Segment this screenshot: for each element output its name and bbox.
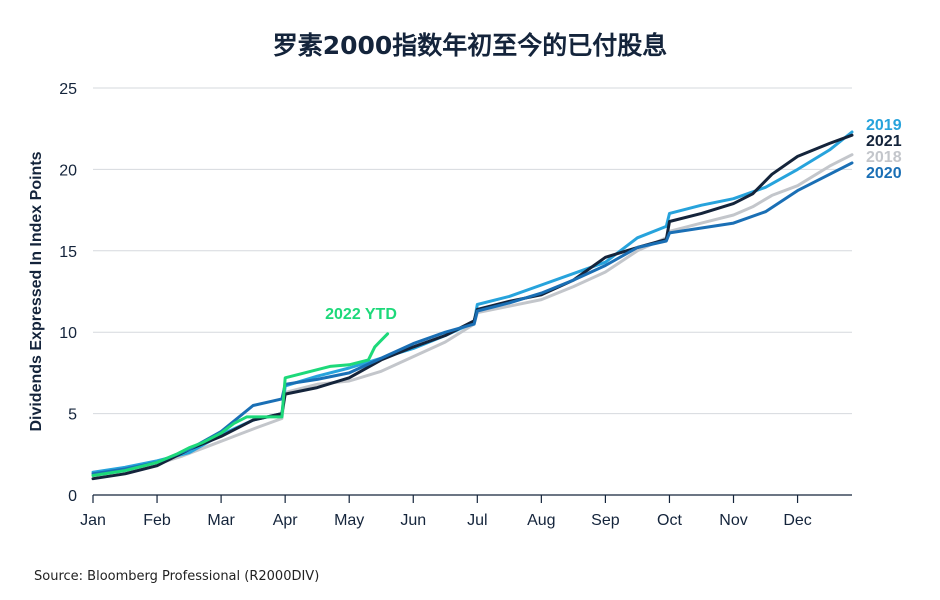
series-line-2019 — [91, 130, 854, 474]
x-tick-label: Sep — [591, 512, 620, 529]
x-tick-label: Jun — [400, 512, 426, 529]
chart-title: 罗素2000指数年初至今的已付股息 — [272, 31, 668, 60]
series-line-2022-ytd — [91, 332, 390, 477]
series-line-2021 — [91, 133, 854, 481]
y-tick-label: 20 — [59, 162, 77, 179]
series-label-2020: 2020 — [866, 165, 902, 182]
series-label-2022-ytd: 2022 YTD — [325, 306, 397, 323]
y-tick-label: 0 — [68, 488, 77, 505]
x-tick-label: Nov — [719, 512, 747, 529]
series-label-2018: 2018 — [866, 149, 902, 166]
y-axis-title: Dividends Expressed In Index Points — [28, 151, 45, 431]
series-label-2019: 2019 — [866, 117, 902, 134]
x-tick-label: Aug — [527, 512, 555, 529]
source-note: Source: Bloomberg Professional (R2000DIV… — [34, 569, 320, 584]
series-line-2020 — [91, 161, 854, 476]
series-label-2021: 2021 — [866, 133, 902, 150]
y-tick-label: 25 — [59, 81, 77, 98]
y-tick-label: 15 — [59, 244, 77, 261]
x-tick-label: Jan — [80, 512, 106, 529]
series-lines — [91, 130, 854, 481]
x-tick-label: Dec — [783, 512, 811, 529]
x-tick-label: Apr — [273, 512, 299, 529]
x-tick-label: Jul — [467, 512, 487, 529]
x-axis-ticks: Jan Feb Mar Apr May Jun Jul Aug Sep Oct Nov Dec — [80, 495, 812, 529]
grid-lines — [93, 87, 852, 415]
x-tick-label: Mar — [207, 512, 235, 529]
y-tick-label: 10 — [59, 325, 77, 342]
x-tick-label: Feb — [143, 512, 171, 529]
y-axis-ticks: 0 5 10 15 20 25 — [59, 81, 77, 505]
x-tick-label: Oct — [657, 512, 682, 529]
x-tick-label: May — [334, 512, 364, 529]
y-tick-label: 5 — [68, 407, 77, 424]
